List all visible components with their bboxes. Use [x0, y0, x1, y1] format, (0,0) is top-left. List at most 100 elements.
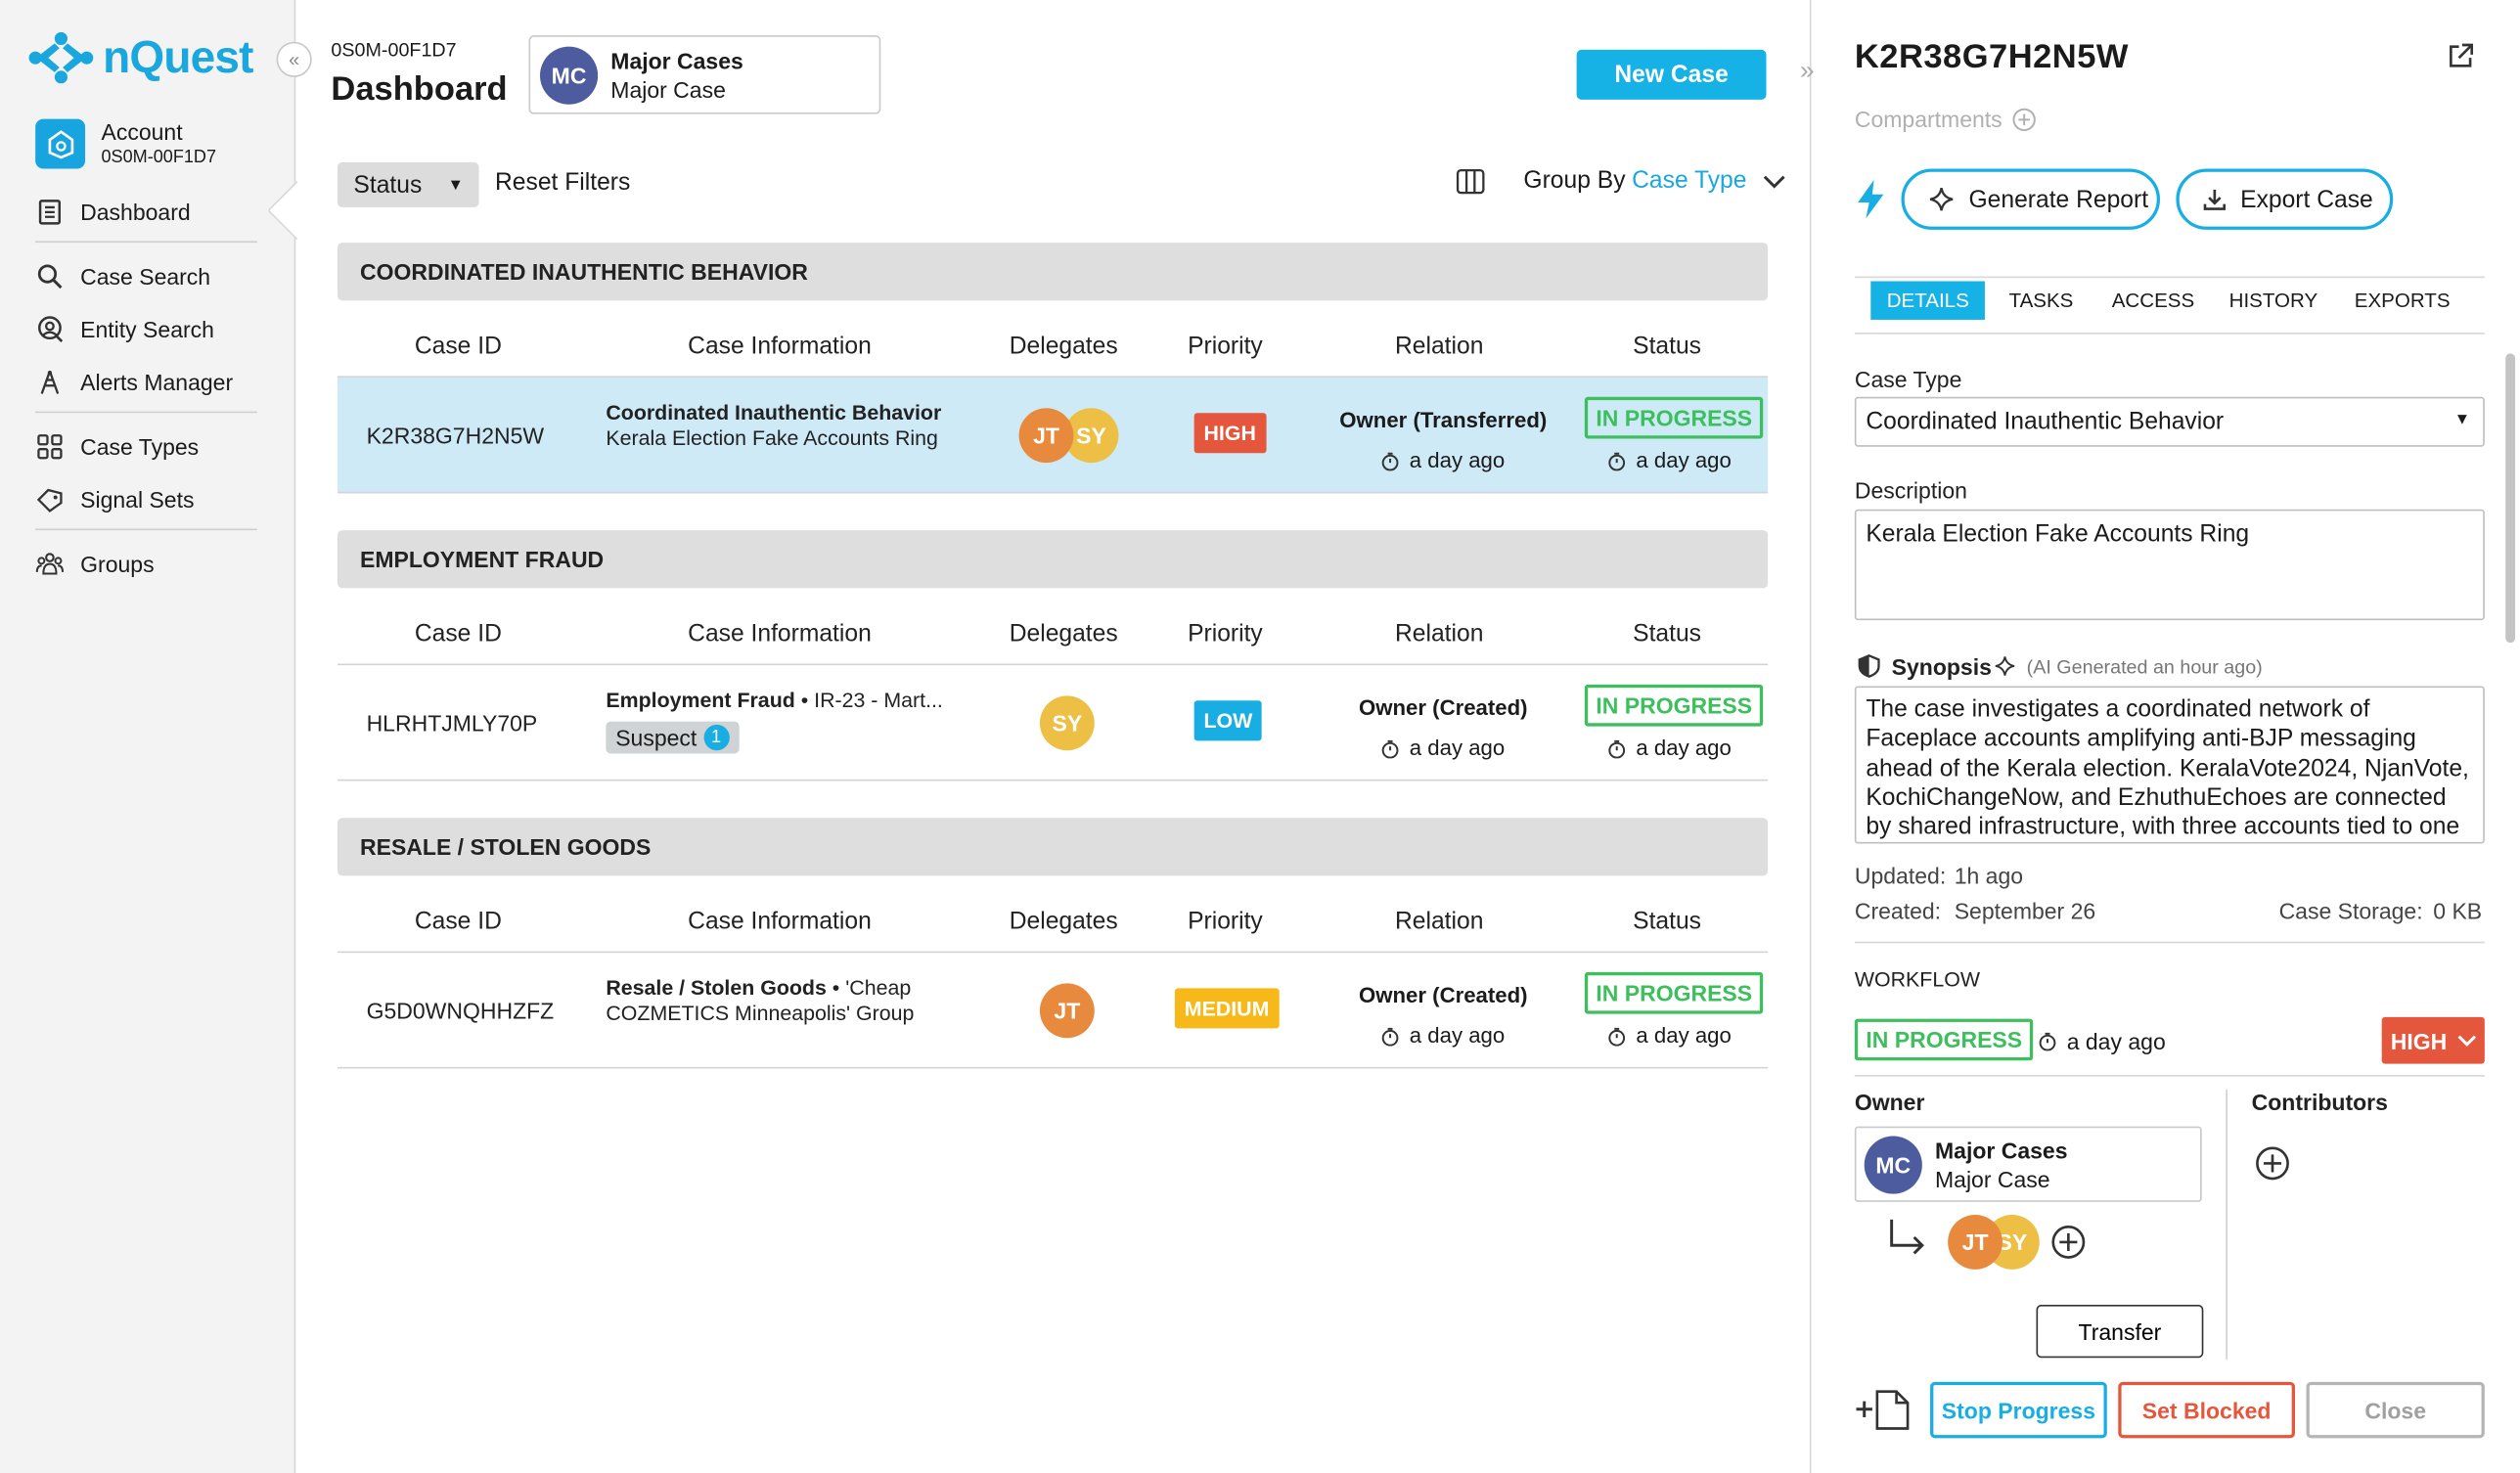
sidebar-item-case-search[interactable]: Case Search: [35, 258, 210, 293]
case-information: Coordinated Inauthentic Behavior Kerala …: [606, 400, 975, 452]
workflow-status-badge: IN PROGRESS: [1854, 1018, 2034, 1061]
column-header: Case Information: [688, 908, 872, 936]
description-field[interactable]: Kerala Election Fake Accounts Ring: [1854, 509, 2485, 621]
panel-tabs: DETAILS TASKS ACCESS HISTORY EXPORTS: [1854, 276, 2485, 335]
workflow-time: a day ago: [2038, 1028, 2166, 1054]
entity-search-icon: [38, 316, 64, 343]
sparkle-icon: [1929, 187, 1954, 211]
avatar: JT: [1018, 408, 1074, 464]
account-switcher[interactable]: Account 0S0M-00F1D7: [35, 118, 217, 169]
column-header: Delegates: [1009, 333, 1118, 360]
column-header: Priority: [1188, 620, 1263, 648]
tab-access[interactable]: ACCESS: [2111, 289, 2195, 312]
column-header: Priority: [1188, 333, 1263, 360]
case-id: G5D0WNQHHZFZ: [366, 998, 555, 1024]
stopwatch-icon: [1608, 1027, 1626, 1046]
case-detail-panel: [1809, 0, 2520, 1473]
case-type-value: Coordinated Inauthentic Behavior: [1866, 408, 2225, 436]
compartments-control[interactable]: Compartments: [1855, 106, 2036, 132]
account-id: 0S0M-00F1D7: [101, 148, 217, 167]
tag-icon: [36, 488, 63, 513]
synopsis-label: Synopsis: [1891, 653, 1992, 680]
tab-history[interactable]: HISTORY: [2228, 289, 2318, 312]
expand-panel-button[interactable]: »: [1800, 58, 1815, 87]
case-type-select[interactable]: Coordinated Inauthentic Behavior ▼: [1854, 396, 2485, 447]
case-type: Coordinated Inauthentic Behavior: [606, 400, 942, 424]
subdirectory-arrow-icon: [1890, 1219, 1924, 1255]
open-external-icon[interactable]: [2446, 42, 2475, 71]
sidebar-item-alerts-manager[interactable]: Alerts Manager: [35, 365, 233, 400]
status-filter-dropdown[interactable]: Status ▼: [337, 161, 479, 207]
sidebar-item-label: Case Search: [80, 263, 211, 290]
download-icon: [2203, 189, 2227, 210]
case-type-label: Case Type: [1854, 366, 1962, 392]
generate-report-button[interactable]: Generate Report: [1901, 168, 2160, 230]
status-filter-label: Status: [353, 170, 423, 199]
add-delegate-icon[interactable]: [2050, 1225, 2086, 1260]
case-information: Employment Fraud • IR-23 - Mart...: [606, 688, 975, 713]
close-case-button[interactable]: Close: [2306, 1381, 2485, 1439]
tab-exports[interactable]: EXPORTS: [2354, 289, 2451, 312]
case-title: Kerala Election Fake Accounts Ring: [606, 425, 938, 450]
user-switcher[interactable]: MC Major Cases Major Case: [528, 35, 881, 114]
updated-value: 1h ago: [1954, 863, 2024, 889]
priority-badge: MEDIUM: [1174, 988, 1280, 1029]
status-badge: IN PROGRESS: [1584, 971, 1764, 1014]
stopwatch-icon: [1608, 739, 1626, 758]
caret-down-icon: ▼: [2453, 411, 2471, 429]
relation-time: a day ago: [1380, 448, 1505, 472]
sidebar-item-groups[interactable]: Groups: [35, 547, 155, 582]
account-icon: [35, 118, 86, 169]
relation-time: a day ago: [1380, 1023, 1505, 1048]
stopwatch-icon: [2039, 1032, 2056, 1051]
account-label: Account: [101, 118, 183, 145]
add-contributor-icon[interactable]: [2255, 1145, 2290, 1181]
status-time: a day ago: [1607, 1023, 1732, 1048]
sparkle-icon: [1995, 656, 2015, 676]
sidebar-item-entity-search[interactable]: Entity Search: [35, 312, 214, 347]
priority-dropdown[interactable]: HIGH: [2381, 1016, 2485, 1064]
case-id: K2R38G7H2N5W: [366, 423, 545, 449]
stopwatch-icon: [1381, 739, 1399, 758]
sidebar-item-dashboard[interactable]: Dashboard: [35, 195, 191, 230]
relation-label: Owner (Transferred): [1339, 408, 1548, 432]
table-row[interactable]: HLRHTJMLY70P Employment Fraud • IR-23 - …: [338, 665, 1768, 781]
tab-details[interactable]: DETAILS: [1870, 281, 1986, 320]
app-logo[interactable]: nQuest: [25, 31, 254, 84]
shield-icon: [1858, 654, 1880, 678]
column-header: Status: [1633, 620, 1702, 648]
table-row[interactable]: K2R38G7H2N5W Coordinated Inauthentic Beh…: [337, 378, 1769, 494]
avatar: MC: [1864, 1135, 1922, 1193]
group-header[interactable]: COORDINATED INAUTHENTIC BEHAVIOR: [337, 243, 1769, 301]
case-id: HLRHTJMLY70P: [366, 710, 538, 736]
table-row[interactable]: G5D0WNQHHZFZ Resale / Stolen Goods • 'Ch…: [338, 953, 1768, 1068]
synopsis-text[interactable]: The case investigates a coordinated netw…: [1854, 686, 2485, 844]
column-header: Delegates: [1009, 908, 1118, 936]
new-case-button[interactable]: New Case: [1576, 49, 1767, 100]
panel-scrollbar[interactable]: [2503, 353, 2519, 844]
group-by-control[interactable]: Group By Case Type: [1456, 167, 1785, 195]
column-header: Case ID: [414, 333, 502, 360]
suspect-tag[interactable]: Suspect 1: [606, 721, 740, 754]
group-header[interactable]: RESALE / STOLEN GOODS: [337, 818, 1769, 876]
column-header: Case Information: [688, 620, 872, 648]
status-badge: IN PROGRESS: [1584, 684, 1764, 727]
add-document-icon[interactable]: [1855, 1387, 1912, 1432]
owner-card[interactable]: MC Major Cases Major Case: [1854, 1126, 2202, 1202]
stop-progress-button[interactable]: Stop Progress: [1930, 1381, 2107, 1439]
avatar: MC: [539, 45, 599, 104]
export-case-button[interactable]: Export Case: [2176, 168, 2394, 230]
transfer-button[interactable]: Transfer: [2036, 1304, 2204, 1359]
avatar: JT: [1039, 983, 1095, 1039]
reset-filters-button[interactable]: Reset Filters: [494, 168, 631, 197]
set-blocked-button[interactable]: Set Blocked: [2118, 1381, 2295, 1439]
workflow-label: WORKFLOW: [1854, 966, 1980, 992]
status-time: a day ago: [1607, 448, 1732, 472]
sidebar-item-case-types[interactable]: Case Types: [35, 429, 199, 465]
nquest-logo-icon: [28, 31, 94, 84]
group-header[interactable]: EMPLOYMENT FRAUD: [337, 530, 1769, 589]
sidebar-item-signal-sets[interactable]: Signal Sets: [35, 482, 195, 517]
sidebar: nQuest Account 0S0M-00F1D7 Dashboard Cas…: [0, 0, 297, 1473]
collapse-sidebar-button[interactable]: «: [276, 41, 312, 77]
tab-tasks[interactable]: TASKS: [2008, 289, 2074, 312]
